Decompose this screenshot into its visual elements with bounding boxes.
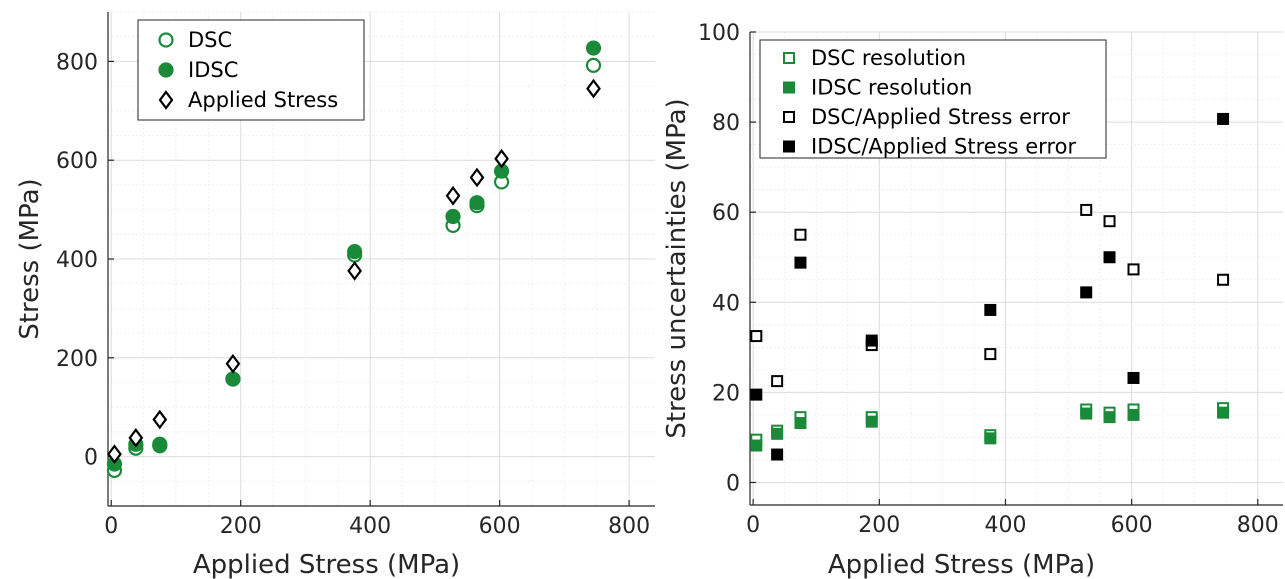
data-point bbox=[1103, 215, 1116, 228]
legend: DSC resolution IDSC resolution DSC/Applied… bbox=[759, 39, 1107, 159]
legend-entry-applied-stress: Applied Stress bbox=[188, 88, 338, 112]
x-axis-label: Applied Stress (MPa) bbox=[193, 550, 460, 579]
y-tick-label: 20 bbox=[712, 381, 740, 406]
series-idsc-applied-stress-error bbox=[750, 112, 1230, 461]
y-axis-label: Stress (MPa) bbox=[15, 178, 45, 339]
data-point bbox=[750, 388, 763, 401]
legend-marker bbox=[783, 140, 795, 153]
data-point bbox=[128, 427, 144, 448]
data-point bbox=[1217, 406, 1230, 419]
legend-marker bbox=[158, 90, 174, 110]
data-point bbox=[794, 417, 807, 430]
data-point bbox=[1127, 263, 1140, 276]
data-point bbox=[1103, 251, 1116, 264]
grid bbox=[750, 31, 1283, 506]
data-point bbox=[445, 208, 461, 225]
legend-marker bbox=[783, 52, 795, 64]
legend-marker bbox=[158, 62, 174, 78]
data-point bbox=[152, 438, 168, 454]
data-point bbox=[586, 78, 601, 99]
y-tick-label: 200 bbox=[56, 347, 98, 372]
left-stress-chart: 0 200 400 600 800 0 200 400 600 800 Applied Stress… bbox=[15, 11, 655, 579]
right-uncertainty-chart: 0 200 400 600 800 0 20 40 60 80 100 Applied Stress … bbox=[662, 21, 1283, 579]
data-point bbox=[225, 353, 241, 374]
data-point bbox=[771, 448, 784, 461]
y-tick-label: 80 bbox=[712, 111, 740, 136]
data-point bbox=[1080, 203, 1093, 216]
legend-entry-dsc-applied-stress-error: DSC/Applied Stress error bbox=[811, 105, 1070, 129]
y-tick-label: 400 bbox=[56, 248, 98, 273]
data-point bbox=[225, 371, 241, 387]
y-tick-label: 40 bbox=[712, 291, 740, 316]
legend-marker bbox=[158, 32, 174, 48]
y-tick-label: 100 bbox=[698, 21, 740, 46]
y-tick-label: 60 bbox=[712, 201, 740, 226]
data-point bbox=[865, 415, 878, 428]
x-tick-label: 600 bbox=[1111, 513, 1153, 538]
legend-entry-dsc: DSC bbox=[188, 28, 232, 52]
x-tick-label: 800 bbox=[608, 514, 650, 539]
data-point bbox=[1080, 407, 1093, 420]
x-tick-label: 200 bbox=[220, 514, 262, 539]
y-tick-label: 600 bbox=[56, 149, 98, 174]
data-point bbox=[984, 432, 997, 445]
x-tick-label: 400 bbox=[349, 514, 391, 539]
series-applied-stress bbox=[107, 78, 601, 464]
data-point bbox=[771, 427, 784, 440]
legend-marker bbox=[783, 81, 795, 94]
series-idsc-resolution bbox=[750, 406, 1230, 452]
data-point bbox=[750, 439, 763, 452]
legend-box bbox=[137, 19, 365, 121]
legend-box bbox=[759, 39, 1107, 159]
data-point bbox=[585, 57, 602, 73]
x-tick-label: 800 bbox=[1237, 513, 1279, 538]
data-point bbox=[152, 409, 168, 430]
data-point bbox=[494, 148, 509, 169]
data-point bbox=[347, 261, 363, 281]
data-point bbox=[1217, 273, 1230, 286]
legend-marker bbox=[783, 111, 795, 123]
data-point bbox=[1080, 286, 1093, 299]
data-point bbox=[984, 303, 997, 316]
legend-entry-idsc-resolution: IDSC resolution bbox=[811, 76, 972, 100]
data-point bbox=[585, 40, 602, 56]
x-tick-label: 0 bbox=[104, 514, 118, 539]
data-point bbox=[1127, 371, 1140, 384]
x-tick-label: 0 bbox=[746, 513, 760, 538]
data-point bbox=[1103, 411, 1116, 424]
y-axis-label: Stress uncertainties (MPa) bbox=[662, 98, 692, 438]
x-tick-label: 600 bbox=[479, 514, 521, 539]
legend: DSC IDSC Applied Stress bbox=[137, 19, 365, 121]
data-point bbox=[794, 228, 807, 241]
series-idsc bbox=[106, 40, 602, 472]
series-dsc-applied-stress-error bbox=[750, 203, 1230, 388]
data-point bbox=[347, 243, 363, 260]
data-point bbox=[794, 256, 807, 269]
data-point bbox=[1127, 408, 1140, 421]
data-point bbox=[984, 348, 997, 361]
x-tick-label: 200 bbox=[858, 513, 900, 538]
y-tick-label: 800 bbox=[56, 50, 98, 75]
legend-entry-idsc-applied-stress-error: IDSC/Applied Stress error bbox=[811, 135, 1076, 159]
data-point bbox=[469, 195, 485, 211]
y-tick-label: 0 bbox=[84, 446, 98, 471]
data-point bbox=[469, 167, 485, 188]
data-point bbox=[771, 375, 784, 388]
x-axis-label: Applied Stress (MPa) bbox=[828, 550, 1095, 579]
y-tick-label: 0 bbox=[726, 471, 740, 496]
data-point bbox=[445, 185, 461, 206]
data-point bbox=[865, 334, 878, 347]
data-point bbox=[750, 330, 763, 343]
data-point bbox=[1217, 112, 1230, 125]
legend-entry-idsc: IDSC bbox=[188, 58, 238, 82]
x-tick-label: 400 bbox=[984, 513, 1026, 538]
data-point bbox=[107, 444, 122, 464]
legend-entry-dsc-resolution: DSC resolution bbox=[811, 46, 966, 70]
